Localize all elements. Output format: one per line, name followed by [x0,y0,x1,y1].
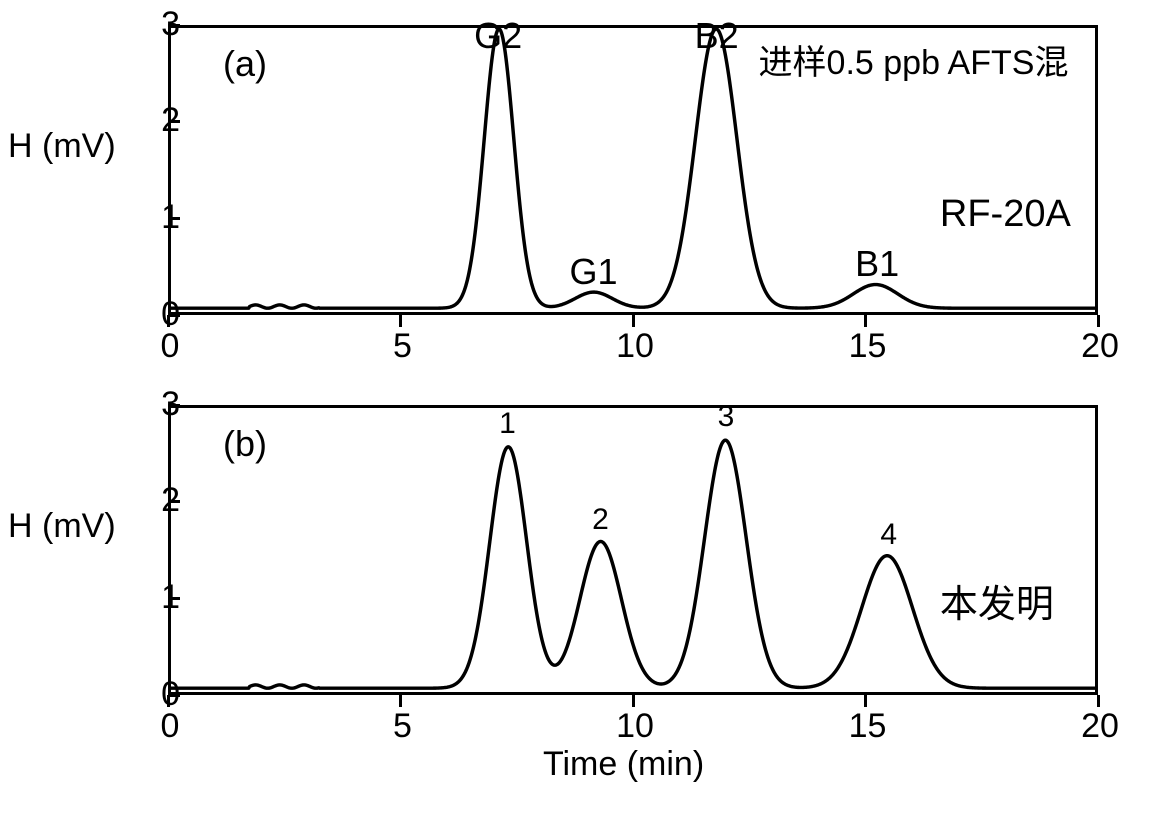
curve-b [171,408,1095,692]
y-axis-title-b: H (mV) [8,507,116,546]
xtick-mark [1097,315,1100,327]
peak-label: G1 [563,251,623,293]
x-axis-title: Time (min) [543,745,704,784]
ytick-mark [168,597,180,600]
xtick-label: 5 [383,707,423,746]
peak-label: 1 [477,407,537,441]
xtick-label: 5 [383,327,423,366]
xtick-mark [632,315,635,327]
ytick-mark [168,500,180,503]
xtick-label: 20 [1080,327,1120,366]
xtick-mark [864,695,867,707]
xtick-label: 10 [615,707,655,746]
xtick-mark [864,315,867,327]
ytick-mark [168,24,180,27]
xtick-mark [632,695,635,707]
xtick-label: 0 [150,327,190,366]
side-annotation-b: 本发明 [940,573,1054,628]
peak-label: B1 [847,243,907,285]
panel-letter-b: (b) [223,423,267,465]
xtick-mark [399,695,402,707]
xtick-mark [167,315,170,327]
panel-letter-a: (a) [223,43,267,85]
ytick-mark [168,217,180,220]
xtick-label: 20 [1080,707,1120,746]
top-annotation-a: 进样0.5 ppb AFTS混 [759,35,1069,84]
xtick-mark [399,315,402,327]
xtick-label: 10 [615,327,655,366]
ytick-mark [168,694,180,697]
peak-label: 3 [696,400,756,434]
xtick-mark [167,695,170,707]
ytick-mark [168,404,180,407]
side-annotation-a: RF-20A [940,193,1071,236]
chromatogram-trace [171,440,1095,688]
xtick-label: 0 [150,707,190,746]
plot-area-b [168,405,1098,695]
peak-label: 2 [570,503,630,537]
ytick-mark [168,120,180,123]
xtick-label: 15 [848,327,888,366]
peak-label: G2 [468,15,528,57]
peak-label: B2 [687,15,747,57]
xtick-mark [1097,695,1100,707]
peak-label: 4 [859,518,919,552]
xtick-label: 15 [848,707,888,746]
chromatogram-figure: H (mV) H (mV) Time (min) (a) (b) 进样0.5 p… [0,0,1176,815]
ytick-mark [168,314,180,317]
y-axis-title-a: H (mV) [8,127,116,166]
